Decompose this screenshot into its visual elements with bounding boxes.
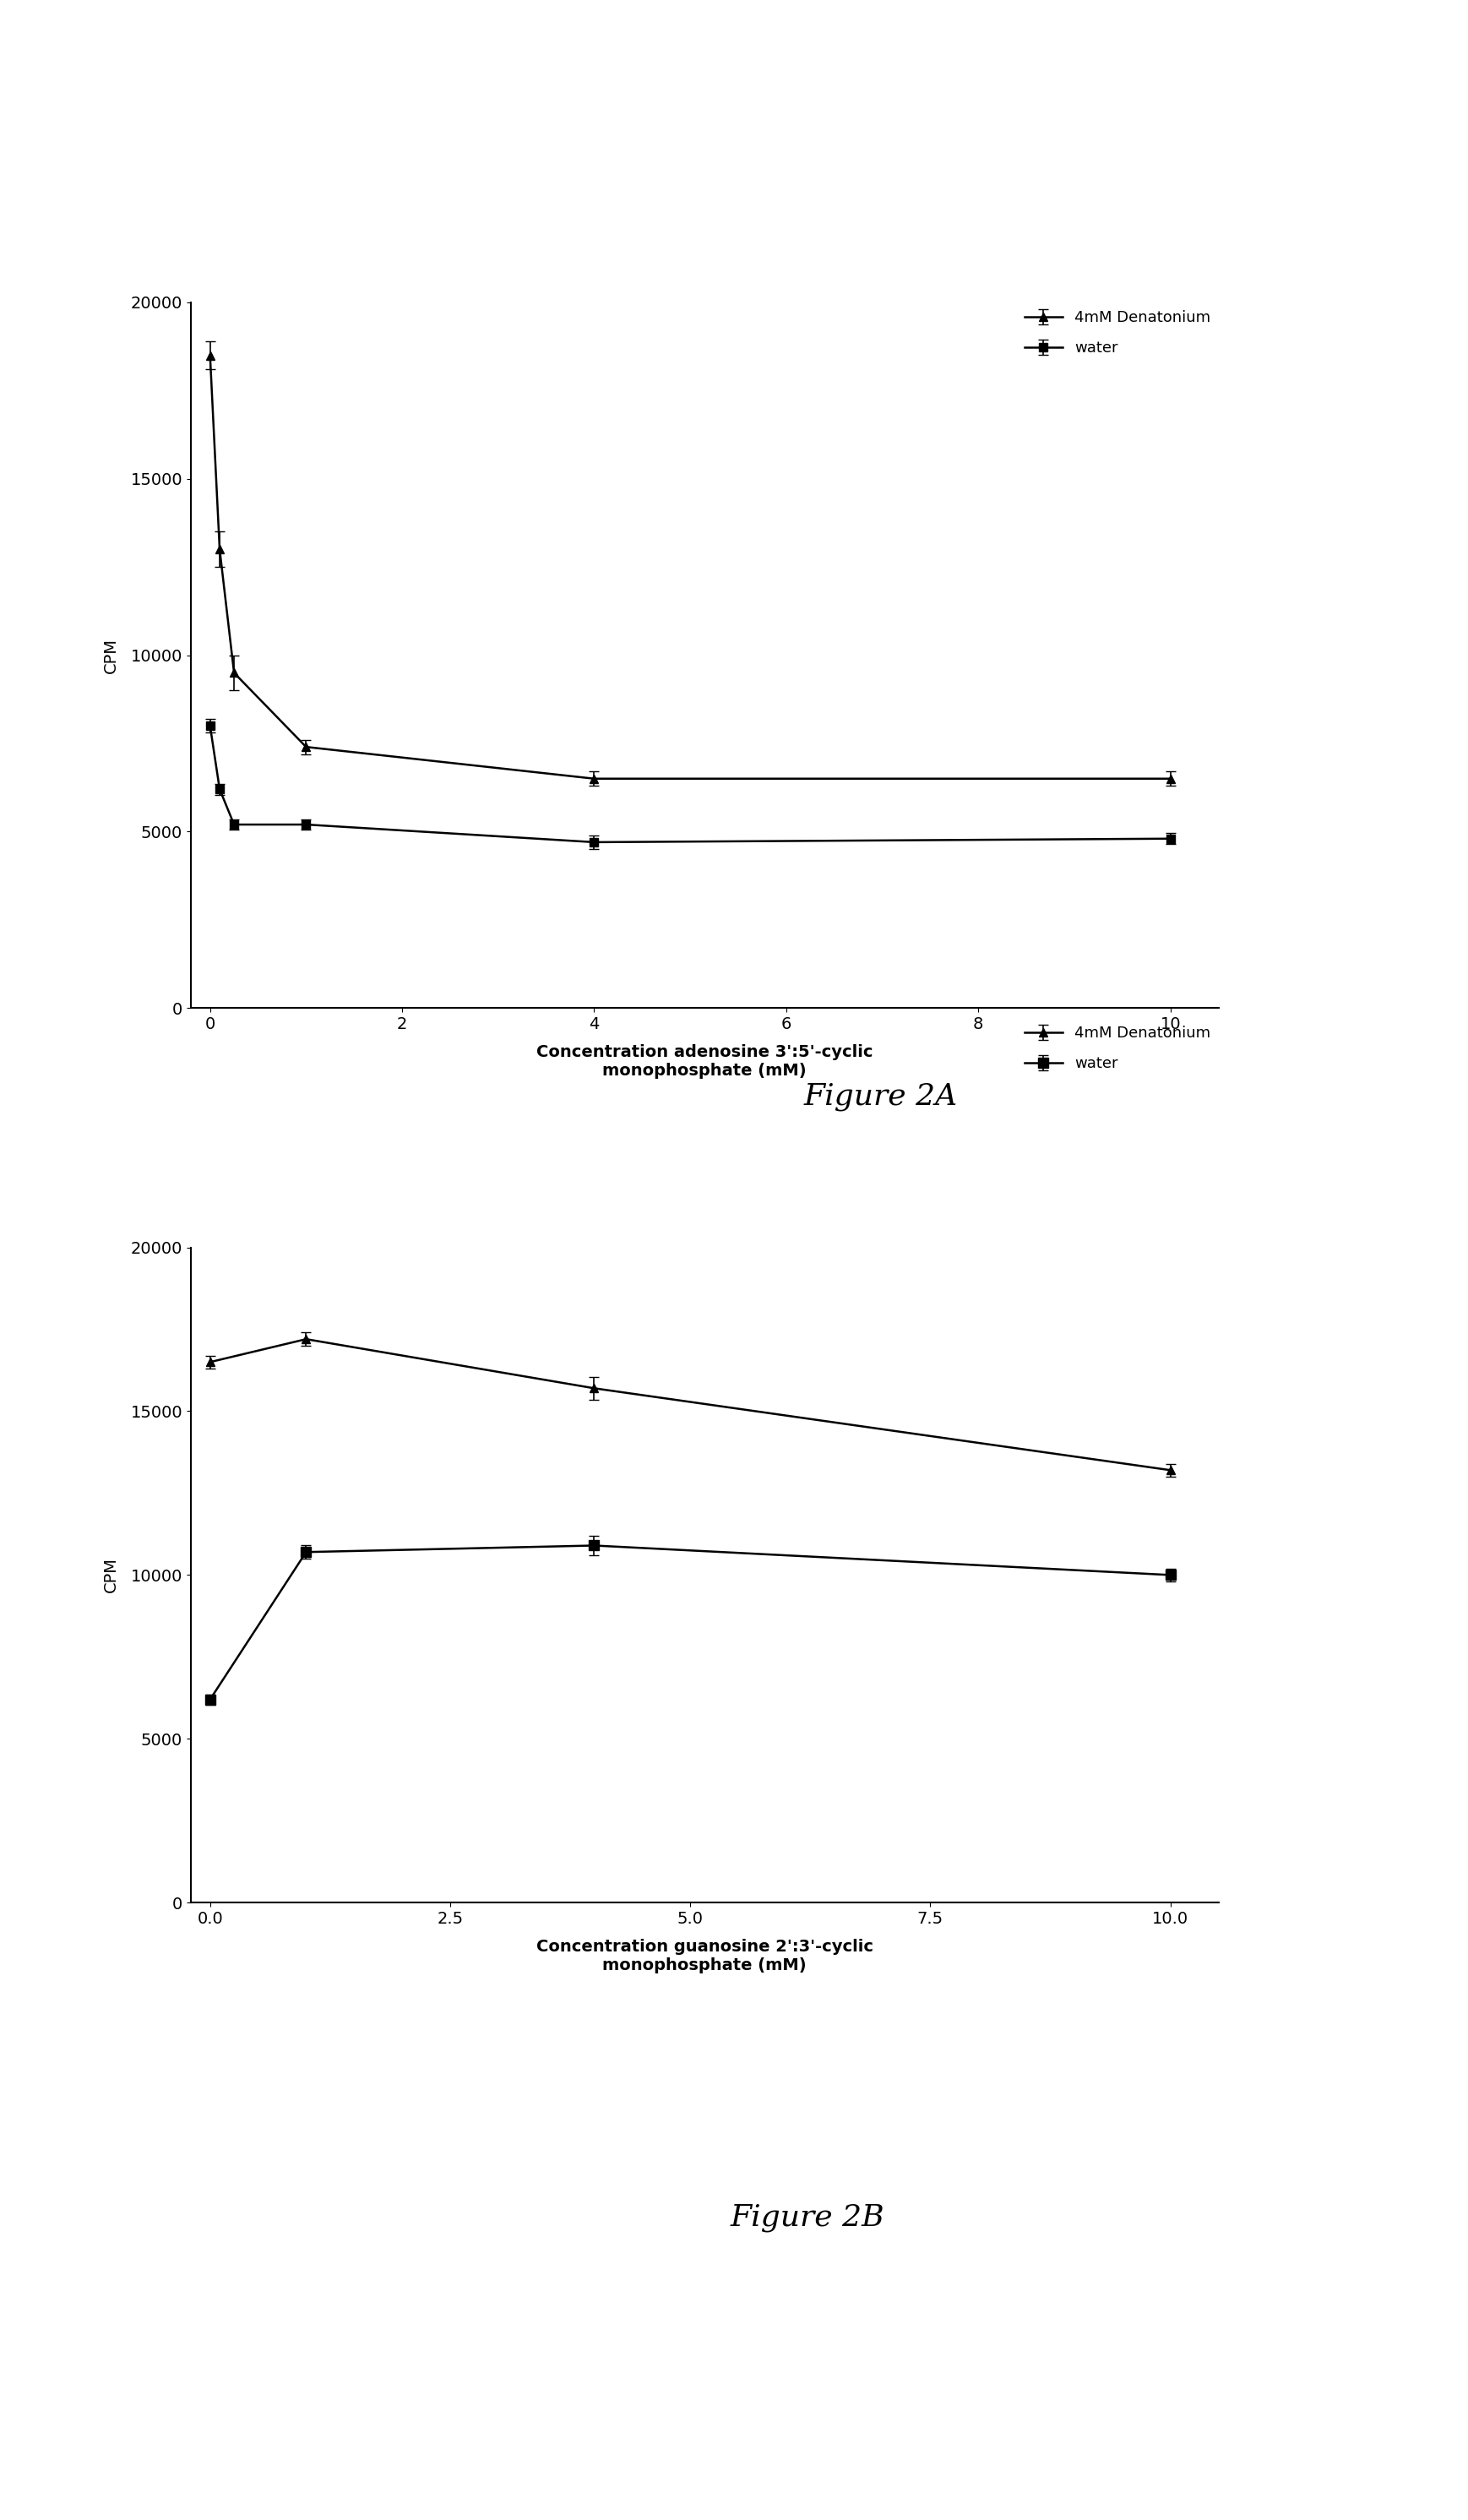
Legend: 4mM Denatonium, water: 4mM Denatonium, water bbox=[1025, 1026, 1211, 1071]
Y-axis label: CPM: CPM bbox=[103, 638, 119, 673]
X-axis label: Concentration guanosine 2':3'-cyclic
monophosphate (mM): Concentration guanosine 2':3'-cyclic mon… bbox=[536, 1938, 873, 1973]
Text: Figure 2A: Figure 2A bbox=[804, 1081, 957, 1111]
Legend: 4mM Denatonium, water: 4mM Denatonium, water bbox=[1025, 310, 1211, 355]
X-axis label: Concentration adenosine 3':5'-cyclic
monophosphate (mM): Concentration adenosine 3':5'-cyclic mon… bbox=[536, 1043, 873, 1079]
Y-axis label: CPM: CPM bbox=[103, 1557, 119, 1593]
Text: Figure 2B: Figure 2B bbox=[730, 2202, 885, 2233]
